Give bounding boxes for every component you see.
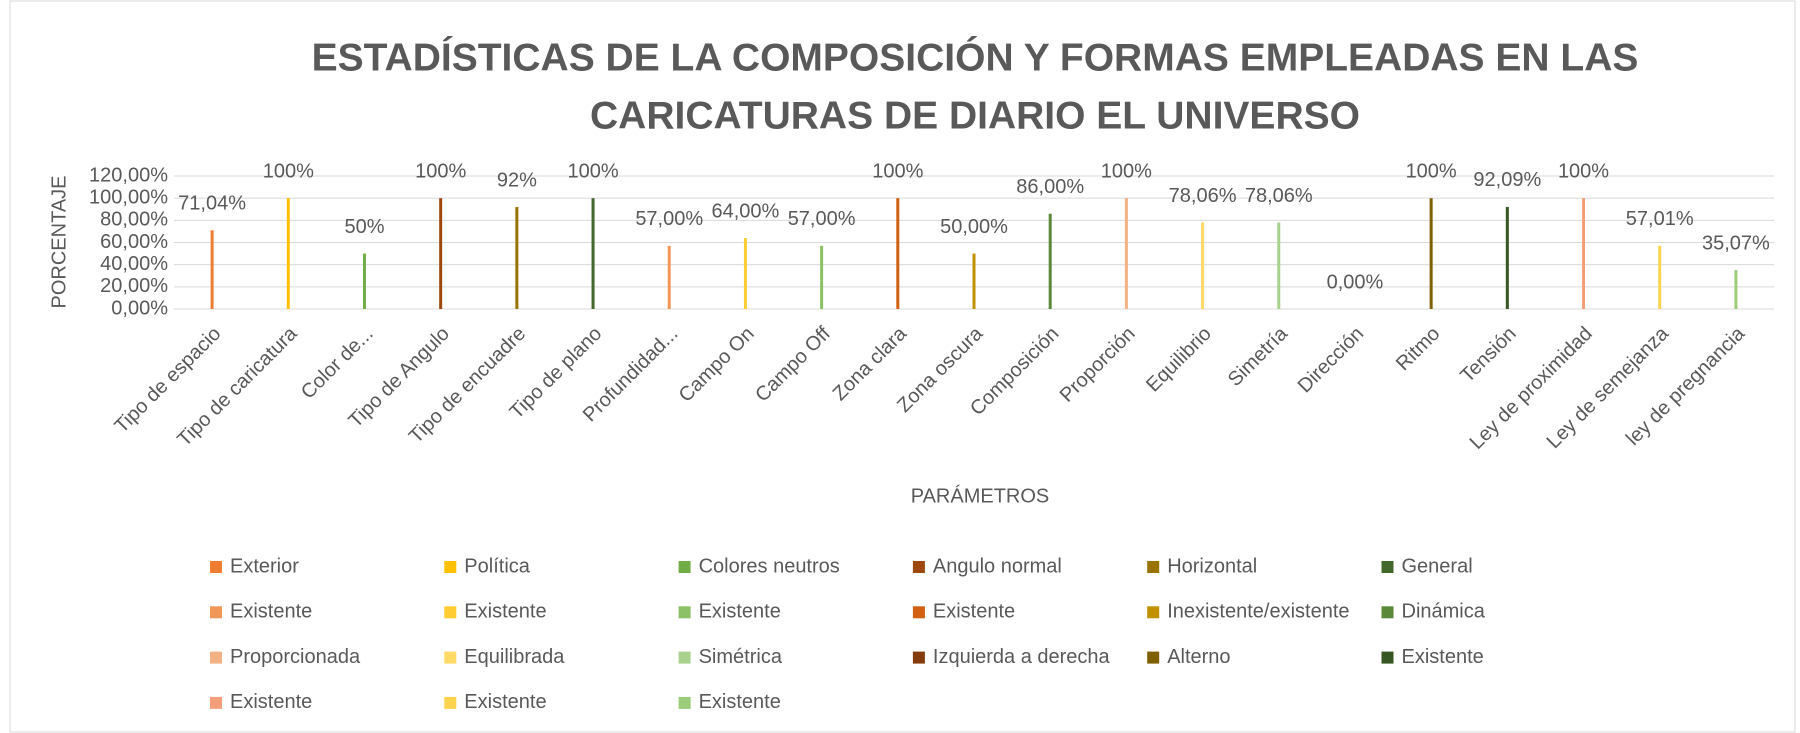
- y-tick-label: 120,00%: [89, 164, 168, 186]
- legend-label: Simétrica: [699, 646, 783, 668]
- bar: [1582, 198, 1586, 309]
- data-label: 100%: [1558, 160, 1609, 182]
- legend-label: Existente: [699, 601, 781, 623]
- legend-label: Exterior: [230, 555, 299, 577]
- legend-label: Existente: [230, 691, 312, 713]
- bar: [362, 253, 366, 309]
- data-label: 92%: [497, 169, 537, 191]
- legend-label: Angulo normal: [933, 555, 1062, 577]
- legend-swatch: [1381, 561, 1394, 573]
- legend-swatch: [444, 651, 457, 664]
- legend-label: Existente: [933, 601, 1015, 623]
- bar: [1048, 213, 1052, 309]
- legend-label: Proporcionada: [230, 646, 361, 668]
- data-label: 78,06%: [1169, 185, 1237, 207]
- bar: [820, 245, 824, 309]
- bar: [1658, 245, 1662, 309]
- legend-label: Política: [464, 555, 530, 577]
- bar: [896, 198, 900, 309]
- legend-swatch: [1147, 651, 1160, 664]
- y-tick-label: 80,00%: [100, 209, 168, 231]
- legend-swatch: [912, 606, 925, 619]
- legend-label: Existente: [699, 691, 781, 713]
- legend-label: Horizontal: [1167, 555, 1257, 577]
- data-label: 71,04%: [178, 193, 246, 215]
- legend-swatch: [210, 561, 222, 573]
- data-label: 50%: [344, 216, 384, 238]
- legend-swatch: [210, 651, 222, 664]
- data-label: 57,01%: [1626, 208, 1694, 230]
- bar: [1429, 198, 1433, 309]
- bar: [667, 245, 671, 309]
- y-tick-label: 0,00%: [111, 297, 168, 319]
- y-tick-label: 100,00%: [89, 186, 168, 208]
- chart-border: [9, 0, 1796, 733]
- data-label: 78,06%: [1245, 185, 1313, 207]
- bar: [1277, 222, 1281, 309]
- legend-label: Alterno: [1167, 646, 1230, 668]
- chart-title: ESTADÍSTICAS DE LA COMPOSICIÓN Y FORMAS …: [312, 35, 1639, 79]
- legend-swatch: [912, 561, 925, 573]
- legend-label: Izquierda a derecha: [933, 646, 1111, 668]
- y-axis-title: PORCENTAJE: [48, 176, 70, 309]
- y-tick-label: 40,00%: [100, 253, 168, 275]
- data-label: 92,09%: [1473, 169, 1541, 191]
- data-label: 100%: [872, 160, 923, 182]
- legend-label: Existente: [464, 691, 546, 713]
- legend-swatch: [444, 606, 457, 619]
- data-label: 100%: [263, 160, 314, 182]
- data-label: 100%: [1406, 160, 1457, 182]
- data-label: 64,00%: [712, 200, 780, 222]
- data-label: 57,00%: [788, 208, 856, 230]
- data-label: 100%: [415, 160, 466, 182]
- x-axis-title: PARÁMETROS: [911, 484, 1050, 507]
- bar: [1505, 206, 1509, 309]
- legend-swatch: [678, 561, 691, 573]
- legend-swatch: [444, 696, 457, 709]
- legend-swatch: [1381, 651, 1394, 664]
- bar: [1124, 198, 1128, 309]
- data-label: 0,00%: [1327, 271, 1384, 293]
- legend-swatch: [1381, 606, 1394, 619]
- legend-swatch: [210, 696, 222, 709]
- bar: [1201, 222, 1205, 309]
- legend-label: Existente: [1402, 646, 1484, 668]
- chart-title: CARICATURAS DE DIARIO EL UNIVERSO: [590, 94, 1360, 137]
- data-label: 100%: [1101, 160, 1152, 182]
- bar: [972, 253, 976, 309]
- legend-swatch: [1147, 606, 1160, 619]
- bar: [591, 198, 595, 309]
- data-label: 35,07%: [1702, 232, 1770, 254]
- data-label: 100%: [567, 160, 618, 182]
- bar: [1734, 270, 1738, 309]
- legend-label: Inexistente/existente: [1167, 601, 1349, 623]
- legend-swatch: [1147, 561, 1160, 573]
- legend-label: Equilibrada: [464, 646, 565, 668]
- legend-label: General: [1402, 555, 1473, 577]
- legend-swatch: [678, 651, 691, 664]
- y-tick-label: 20,00%: [100, 275, 168, 297]
- y-tick-label: 60,00%: [100, 231, 168, 253]
- legend-swatch: [444, 561, 457, 573]
- bar: [439, 198, 443, 309]
- bar: [743, 238, 747, 309]
- legend-label: Colores neutros: [699, 555, 840, 577]
- data-label: 86,00%: [1016, 176, 1084, 198]
- bar: [210, 230, 214, 309]
- data-label: 50,00%: [940, 216, 1008, 238]
- legend-label: Dinámica: [1402, 601, 1486, 623]
- legend-swatch: [678, 606, 691, 619]
- legend-label: Existente: [230, 601, 312, 623]
- data-label: 57,00%: [635, 208, 703, 230]
- bar: [515, 207, 519, 309]
- legend-swatch: [210, 606, 222, 619]
- legend-swatch: [678, 696, 691, 709]
- legend-swatch: [912, 651, 925, 664]
- legend-label: Existente: [464, 601, 546, 623]
- bar: [286, 198, 290, 309]
